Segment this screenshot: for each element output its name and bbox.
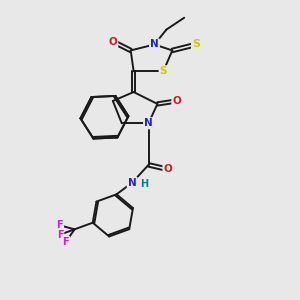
Text: N: N bbox=[150, 40, 159, 50]
Text: F: F bbox=[56, 220, 63, 230]
Text: S: S bbox=[160, 66, 167, 76]
Text: O: O bbox=[172, 96, 181, 106]
Text: O: O bbox=[164, 164, 172, 174]
Text: S: S bbox=[192, 40, 200, 50]
Text: N: N bbox=[144, 118, 153, 128]
Text: F: F bbox=[57, 230, 63, 240]
Text: F: F bbox=[62, 237, 69, 247]
Text: O: O bbox=[109, 37, 117, 46]
Text: H: H bbox=[140, 179, 148, 189]
Text: N: N bbox=[128, 178, 136, 188]
